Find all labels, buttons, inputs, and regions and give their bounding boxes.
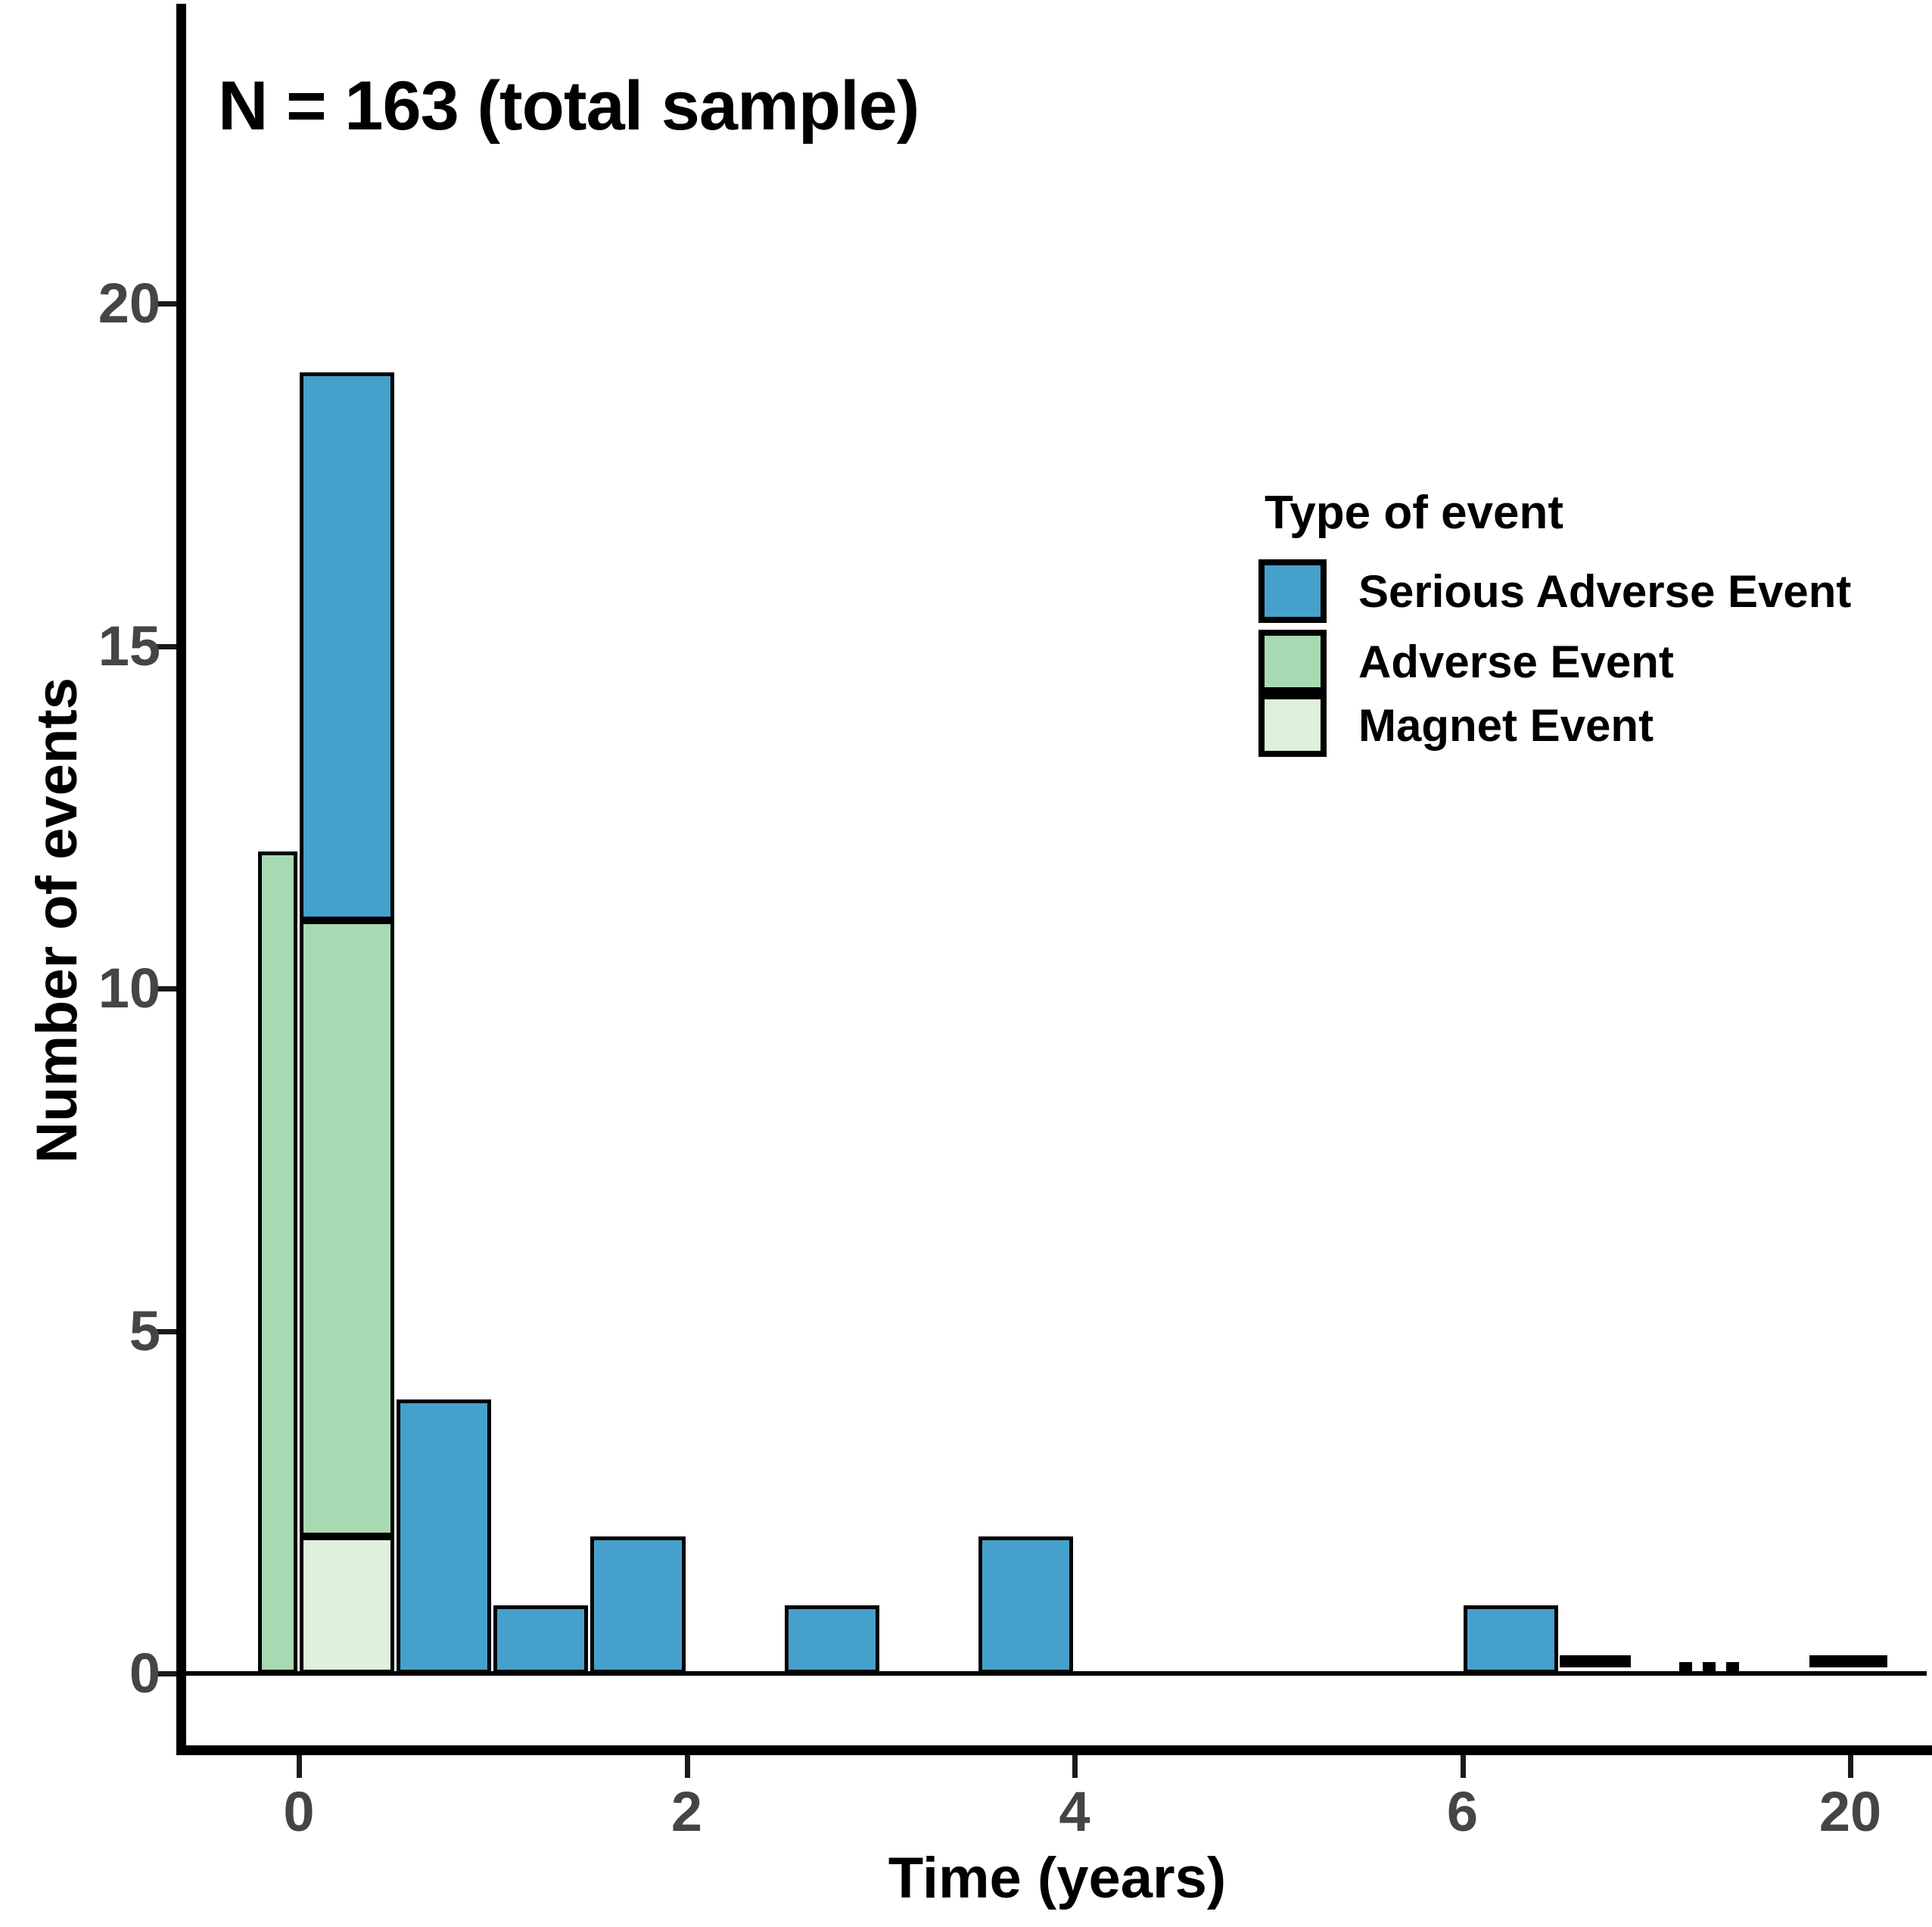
legend-title: Type of event — [1265, 487, 1564, 539]
y-tick — [153, 1328, 176, 1334]
bar-segment — [300, 372, 395, 920]
axis-break-ellipsis-dot — [1702, 1662, 1716, 1675]
x-tick — [1848, 1755, 1853, 1778]
x-tick — [1072, 1755, 1078, 1778]
x-tick-label: 4 — [1059, 1780, 1090, 1843]
legend-label: Magnet Event — [1358, 699, 1654, 751]
x-tick — [297, 1755, 302, 1778]
bar-segment — [784, 1605, 879, 1673]
x-tick-label: 2 — [670, 1780, 703, 1843]
zero-baseline — [186, 1671, 1927, 1676]
x-tick-label: 0 — [283, 1780, 315, 1843]
legend-label: Serious Adverse Event — [1358, 565, 1852, 617]
y-tick — [153, 1671, 176, 1676]
legend-item-serious-adverse-event: Serious Adverse Event — [1258, 559, 1851, 623]
bar-segment — [397, 1399, 492, 1673]
axis-break-dash — [1809, 1655, 1887, 1667]
x-tick — [684, 1755, 690, 1778]
y-tick-label: 20 — [98, 272, 160, 335]
legend-swatch-magnet-event-icon — [1258, 693, 1327, 757]
y-axis-line — [176, 4, 186, 1754]
y-tick-label: 5 — [129, 1299, 160, 1362]
sample-size-annotation: N = 163 (total sample) — [218, 67, 919, 145]
x-tick — [1460, 1755, 1466, 1778]
x-tick-label: 6 — [1446, 1780, 1479, 1843]
axis-break-dash — [1559, 1655, 1632, 1667]
legend-item-magnet-event: Magnet Event — [1258, 693, 1851, 757]
x-axis-frame-line — [176, 1745, 1932, 1755]
x-tick-label: 20 — [1818, 1780, 1882, 1843]
axis-break-ellipsis-dot — [1725, 1662, 1739, 1675]
x-axis-title: Time (years) — [888, 1846, 1227, 1910]
legend-swatch-serious-adverse-event-icon — [1258, 559, 1327, 623]
axis-break-ellipsis-dot — [1678, 1662, 1692, 1675]
y-tick-label: 15 — [98, 614, 160, 677]
legend-label: Adverse Event — [1358, 636, 1674, 687]
bar-segment — [590, 1536, 686, 1673]
bar-segment — [978, 1536, 1073, 1673]
legend-item-adverse-event: Adverse Event — [1258, 630, 1851, 693]
legend-swatch-adverse-event-icon — [1258, 630, 1327, 693]
y-tick — [153, 986, 176, 992]
bar-segment — [300, 1536, 395, 1673]
y-tick — [153, 301, 176, 307]
bar-segment — [300, 920, 395, 1536]
y-tick — [153, 643, 176, 649]
legend: Type of event Serious Adverse Event Adve… — [1258, 486, 1851, 757]
y-axis-title: Number of events — [25, 677, 89, 1163]
bar-segment — [493, 1605, 589, 1673]
y-tick-label: 0 — [129, 1642, 160, 1704]
bar-segment — [1463, 1605, 1558, 1673]
y-tick-label: 10 — [98, 957, 160, 1020]
bar-segment — [257, 851, 297, 1673]
